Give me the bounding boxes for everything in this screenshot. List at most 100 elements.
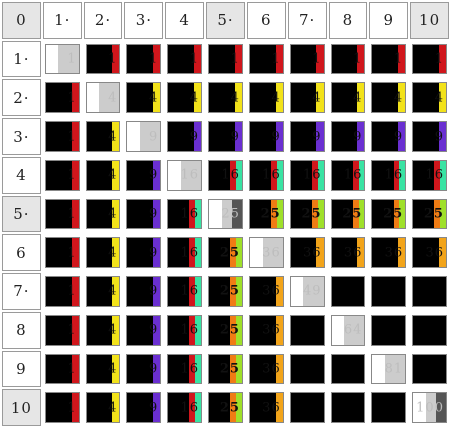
grid-cell-r10-c4[interactable]: 16 <box>167 392 203 423</box>
grid-cell-r2-c9[interactable]: 4 <box>371 82 407 114</box>
grid-cell-r1-c1[interactable]: 1 <box>44 43 80 75</box>
grid-cell-r4-c8[interactable]: 16 <box>330 159 366 191</box>
grid-cell-r10-c9[interactable] <box>371 392 407 423</box>
grid-cell-r8-c1[interactable]: 1 <box>44 314 80 346</box>
grid-cell-r8-c8[interactable]: 64 <box>330 314 366 346</box>
grid-cell-r7-c3[interactable]: 9 <box>126 276 162 307</box>
grid-cell-r1-c9[interactable]: 1 <box>371 43 407 75</box>
grid-cell-r3-c7[interactable]: 9 <box>289 121 325 152</box>
grid-cell-r4-c5[interactable]: 16 <box>208 159 243 191</box>
grid-cell-r6-c10[interactable]: 36 <box>412 237 447 269</box>
grid-cell-r7-c9[interactable] <box>371 276 407 307</box>
grid-cell-r8-c7[interactable] <box>289 314 325 346</box>
grid-cell-r6-c3[interactable]: 9 <box>126 237 162 269</box>
grid-cell-r4-c6[interactable]: 16 <box>248 159 284 191</box>
grid-cell-r10-c2[interactable]: 4 <box>85 392 121 423</box>
grid-cell-r10-c8[interactable] <box>330 392 366 423</box>
grid-cell-r9-c7[interactable] <box>289 353 325 385</box>
grid-cell-r6-c4[interactable]: 16 <box>167 237 203 269</box>
grid-cell-r6-c8[interactable]: 36 <box>330 237 366 269</box>
grid-cell-r8-c9[interactable] <box>371 314 407 346</box>
grid-cell-r1-c2[interactable]: 1 <box>85 43 121 75</box>
grid-cell-r10-c1[interactable]: 1 <box>44 392 80 423</box>
grid-cell-r2-c2[interactable]: 4 <box>85 82 121 114</box>
grid-cell-r8-c2[interactable]: 4 <box>85 314 121 346</box>
grid-cell-r7-c10[interactable] <box>412 276 447 307</box>
grid-cell-r6-c9[interactable]: 36 <box>371 237 407 269</box>
grid-cell-r3-c5[interactable]: 9 <box>208 121 243 152</box>
grid-cell-r3-c8[interactable]: 9 <box>330 121 366 152</box>
grid-cell-r8-c3[interactable]: 9 <box>126 314 162 346</box>
grid-cell-r5-c1[interactable]: 1 <box>44 198 80 230</box>
grid-cell-r8-c4[interactable]: 16 <box>167 314 203 346</box>
grid-cell-r10-c7[interactable] <box>289 392 325 423</box>
grid-cell-r6-c5[interactable]: 25 <box>208 237 243 269</box>
grid-cell-r5-c2[interactable]: 4 <box>85 198 121 230</box>
grid-cell-r7-c5[interactable]: 25 <box>208 276 243 307</box>
grid-cell-r4-c7[interactable]: 16 <box>289 159 325 191</box>
grid-cell-r2-c8[interactable]: 4 <box>330 82 366 114</box>
grid-cell-r4-c2[interactable]: 4 <box>85 159 121 191</box>
grid-cell-r1-c10[interactable]: 1 <box>412 43 447 75</box>
grid-cell-r5-c7[interactable]: 25 <box>289 198 325 230</box>
grid-cell-r1-c5[interactable]: 1 <box>208 43 243 75</box>
grid-cell-r8-c6[interactable]: 36 <box>248 314 284 346</box>
grid-cell-r2-c3[interactable]: 4 <box>126 82 162 114</box>
grid-cell-r2-c5[interactable]: 4 <box>208 82 243 114</box>
grid-cell-r8-c10[interactable] <box>412 314 447 346</box>
grid-cell-r2-c6[interactable]: 4 <box>248 82 284 114</box>
grid-cell-r7-c7[interactable]: 49 <box>289 276 325 307</box>
grid-cell-r5-c4[interactable]: 16 <box>167 198 203 230</box>
grid-cell-r6-c7[interactable]: 36 <box>289 237 325 269</box>
grid-cell-r10-c6[interactable]: 36 <box>248 392 284 423</box>
grid-cell-r10-c10[interactable]: 100 <box>412 392 447 423</box>
grid-cell-r4-c9[interactable]: 16 <box>371 159 407 191</box>
grid-cell-r7-c6[interactable]: 36 <box>248 276 284 307</box>
grid-cell-r4-c10[interactable]: 16 <box>412 159 447 191</box>
grid-cell-r9-c3[interactable]: 9 <box>126 353 162 385</box>
grid-cell-r9-c6[interactable]: 36 <box>248 353 284 385</box>
grid-cell-r3-c1[interactable]: 1 <box>44 121 80 152</box>
grid-cell-r3-c2[interactable]: 4 <box>85 121 121 152</box>
grid-cell-r2-c1[interactable]: 1 <box>44 82 80 114</box>
grid-cell-r5-c3[interactable]: 9 <box>126 198 162 230</box>
grid-cell-r2-c7[interactable]: 4 <box>289 82 325 114</box>
grid-cell-r3-c6[interactable]: 9 <box>248 121 284 152</box>
grid-cell-r9-c9[interactable]: 81 <box>371 353 407 385</box>
grid-cell-r7-c4[interactable]: 16 <box>167 276 203 307</box>
grid-cell-r7-c1[interactable]: 1 <box>44 276 80 307</box>
grid-cell-r3-c9[interactable]: 9 <box>371 121 407 152</box>
grid-cell-r8-c5[interactable]: 25 <box>208 314 243 346</box>
grid-cell-r5-c9[interactable]: 25 <box>371 198 407 230</box>
grid-cell-r5-c5[interactable]: 25 <box>208 198 243 230</box>
grid-cell-r3-c10[interactable]: 9 <box>412 121 447 152</box>
grid-cell-r5-c10[interactable]: 25 <box>412 198 447 230</box>
grid-cell-r3-c3[interactable]: 9 <box>126 121 162 152</box>
grid-cell-r1-c3[interactable]: 1 <box>126 43 162 75</box>
grid-cell-r10-c3[interactable]: 9 <box>126 392 162 423</box>
grid-cell-r9-c5[interactable]: 25 <box>208 353 243 385</box>
grid-cell-r4-c3[interactable]: 9 <box>126 159 162 191</box>
grid-cell-r10-c5[interactable]: 25 <box>208 392 243 423</box>
grid-cell-r6-c6[interactable]: 36 <box>248 237 284 269</box>
grid-cell-r3-c4[interactable]: 9 <box>167 121 203 152</box>
grid-cell-r6-c2[interactable]: 4 <box>85 237 121 269</box>
grid-cell-r9-c10[interactable] <box>412 353 447 385</box>
grid-cell-r4-c1[interactable]: 1 <box>44 159 80 191</box>
grid-cell-r2-c4[interactable]: 4 <box>167 82 203 114</box>
grid-cell-r7-c8[interactable] <box>330 276 366 307</box>
grid-cell-r2-c10[interactable]: 4 <box>412 82 447 114</box>
grid-cell-r5-c8[interactable]: 25 <box>330 198 366 230</box>
grid-cell-r6-c1[interactable]: 1 <box>44 237 80 269</box>
grid-cell-r1-c4[interactable]: 1 <box>167 43 203 75</box>
grid-cell-r9-c1[interactable]: 1 <box>44 353 80 385</box>
grid-cell-r4-c4[interactable]: 16 <box>167 159 203 191</box>
grid-cell-r7-c2[interactable]: 4 <box>85 276 121 307</box>
grid-cell-r1-c6[interactable]: 1 <box>248 43 284 75</box>
grid-cell-r9-c4[interactable]: 16 <box>167 353 203 385</box>
grid-cell-r5-c6[interactable]: 25 <box>248 198 284 230</box>
grid-cell-r1-c8[interactable]: 1 <box>330 43 366 75</box>
grid-cell-r1-c7[interactable]: 1 <box>289 43 325 75</box>
grid-cell-r9-c2[interactable]: 4 <box>85 353 121 385</box>
grid-cell-r9-c8[interactable] <box>330 353 366 385</box>
